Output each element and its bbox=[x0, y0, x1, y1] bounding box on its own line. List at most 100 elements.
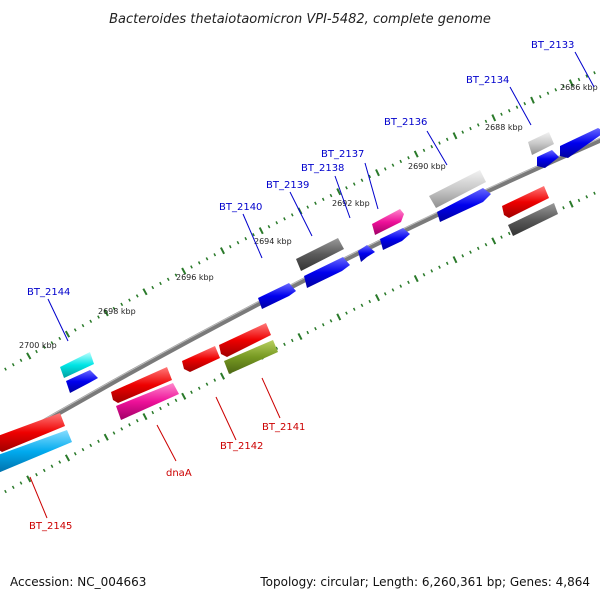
gene-label-bt2142[interactable]: BT_2142 bbox=[220, 441, 263, 452]
gene-bt2144-blue[interactable] bbox=[66, 370, 98, 393]
scale-label: 2690 kbp bbox=[408, 162, 446, 171]
tick-mark bbox=[422, 273, 426, 277]
gene-bt2141-red[interactable] bbox=[219, 323, 271, 357]
tick-mark bbox=[297, 332, 303, 341]
gene-bt2137[interactable] bbox=[372, 209, 404, 235]
leader-bt2136 bbox=[426, 130, 448, 166]
tick-mark bbox=[19, 481, 23, 485]
leader-bt2134 bbox=[509, 86, 532, 126]
tick-mark bbox=[190, 390, 193, 394]
tick-mark bbox=[562, 206, 565, 210]
gene-bt2135[interactable] bbox=[528, 132, 554, 155]
leader-bt2137 bbox=[364, 162, 379, 210]
tick-mark bbox=[174, 398, 178, 403]
scale-label: 2686 kbp bbox=[560, 83, 598, 92]
gene-bt2139[interactable] bbox=[304, 257, 350, 288]
gene-bt2144[interactable] bbox=[60, 352, 94, 378]
tick-mark bbox=[205, 257, 209, 261]
tick-mark bbox=[213, 253, 217, 257]
tick-mark bbox=[500, 235, 503, 239]
gene-label-bt2145[interactable]: BT_2145 bbox=[29, 521, 72, 532]
tick-mark bbox=[290, 338, 294, 343]
gene-label-bt2136[interactable]: BT_2136 bbox=[384, 117, 427, 128]
scale-label: 2692 kbp bbox=[332, 199, 370, 208]
tick-mark bbox=[35, 349, 38, 354]
gene-bt2136-neighbor[interactable] bbox=[429, 170, 486, 208]
tick-mark bbox=[275, 346, 279, 350]
gene-label-bt2138[interactable]: BT_2138 bbox=[301, 163, 344, 174]
leader-bt2139 bbox=[289, 191, 313, 237]
gene-bt2138-small[interactable] bbox=[358, 245, 375, 262]
gene-bt2143-grey[interactable] bbox=[508, 203, 558, 236]
tick-mark bbox=[476, 123, 480, 127]
tick-mark bbox=[135, 294, 139, 298]
gene-label-bt2133[interactable]: BT_2133 bbox=[531, 40, 574, 51]
tick-mark bbox=[4, 367, 7, 371]
gene-label-dnaa[interactable]: dnaA bbox=[166, 468, 192, 479]
tick-mark bbox=[236, 240, 240, 245]
tick-mark bbox=[64, 454, 71, 462]
tick-mark bbox=[321, 323, 325, 327]
gene-bt2133[interactable] bbox=[560, 128, 600, 158]
reverse-strand-genes bbox=[0, 186, 558, 473]
tick-mark bbox=[391, 163, 395, 167]
tick-mark bbox=[181, 267, 187, 275]
gene-bt2143[interactable] bbox=[502, 186, 549, 218]
tick-mark bbox=[577, 198, 581, 203]
map-title: Bacteroides thetaiotaomicron VPI-5482, c… bbox=[109, 12, 491, 27]
tick-mark bbox=[283, 217, 286, 221]
tick-mark bbox=[336, 188, 342, 196]
gene-label-bt2137[interactable]: BT_2137 bbox=[321, 149, 364, 160]
scale-labels: 2686 kbp 2688 kbp 2690 kbp 2692 kbp 2694… bbox=[19, 83, 598, 350]
gene-bt2139-grey[interactable] bbox=[296, 238, 344, 271]
tick-mark bbox=[314, 326, 317, 331]
genome-backbone bbox=[0, 137, 600, 451]
gene-bt2140[interactable] bbox=[258, 283, 296, 309]
tick-mark bbox=[476, 246, 480, 251]
tick-mark bbox=[205, 382, 209, 386]
tick-mark bbox=[438, 265, 441, 269]
gene-bt2141[interactable] bbox=[224, 340, 278, 374]
tick-mark bbox=[391, 288, 395, 292]
gene-label-bt2141[interactable]: BT_2141 bbox=[262, 422, 305, 433]
gene-label-bt2144[interactable]: BT_2144 bbox=[27, 287, 70, 298]
gene-dnaa-red[interactable] bbox=[111, 367, 172, 403]
tick-mark bbox=[142, 288, 148, 296]
tick-mark bbox=[585, 74, 589, 78]
tick-mark bbox=[413, 274, 419, 283]
tick-mark bbox=[258, 227, 264, 235]
tick-mark bbox=[491, 237, 497, 245]
tick-mark bbox=[306, 205, 310, 209]
gene-bt2134[interactable] bbox=[537, 150, 559, 168]
tick-mark bbox=[181, 392, 187, 400]
tick-mark bbox=[554, 88, 558, 92]
tick-mark bbox=[375, 294, 380, 302]
tick-mark bbox=[515, 105, 519, 109]
tick-mark bbox=[103, 309, 109, 317]
tick-mark bbox=[128, 298, 131, 302]
tick-mark bbox=[430, 144, 434, 149]
gene-label-bt2139[interactable]: BT_2139 bbox=[266, 180, 309, 191]
gene-dnaa[interactable] bbox=[116, 383, 179, 420]
leader-bt2142 bbox=[215, 396, 237, 441]
leader-bt2133 bbox=[574, 51, 595, 88]
tick-mark bbox=[484, 119, 488, 124]
tick-mark bbox=[89, 319, 93, 323]
gene-bt2145[interactable] bbox=[0, 430, 72, 473]
tick-mark bbox=[375, 169, 380, 177]
tick-mark bbox=[585, 195, 589, 199]
tick-mark bbox=[314, 201, 317, 205]
gene-label-bt2134[interactable]: BT_2134 bbox=[466, 75, 509, 86]
gene-bt2142[interactable] bbox=[182, 346, 220, 372]
tick-mark bbox=[461, 130, 465, 134]
tick-mark bbox=[336, 313, 342, 321]
gene-bt2138[interactable] bbox=[380, 228, 410, 250]
tick-mark bbox=[120, 427, 124, 431]
tick-mark bbox=[500, 112, 503, 116]
forward-strand-genes bbox=[60, 128, 600, 393]
scale-label: 2698 kbp bbox=[98, 307, 136, 316]
tick-mark bbox=[42, 345, 46, 349]
gene-bt2145-red[interactable] bbox=[0, 413, 65, 452]
gene-label-bt2140[interactable]: BT_2140 bbox=[219, 202, 262, 213]
gene-bt2136[interactable] bbox=[437, 188, 491, 222]
